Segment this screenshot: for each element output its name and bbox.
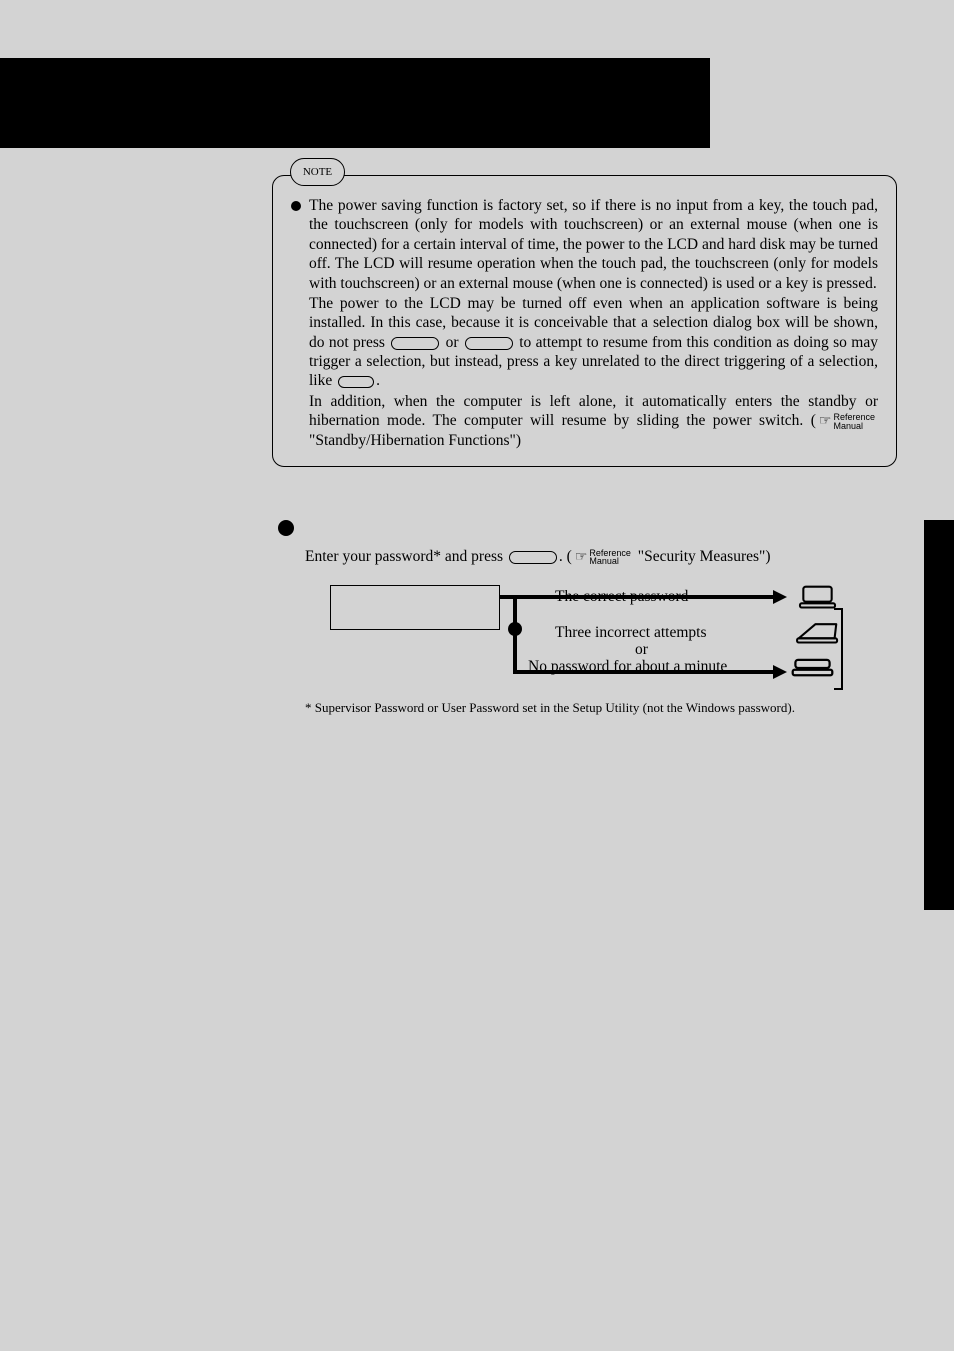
note-p1: The power saving function is factory set… xyxy=(309,196,878,293)
flow-line xyxy=(500,595,775,599)
side-tab xyxy=(924,520,954,910)
connector-line xyxy=(834,688,842,690)
arrow-icon xyxy=(773,590,787,604)
incorrect-attempts-label: Three incorrect attempts xyxy=(555,624,706,642)
flow-line xyxy=(513,670,775,674)
space-key-icon xyxy=(465,337,513,350)
or-label: or xyxy=(635,641,648,659)
password-input-box xyxy=(330,585,500,630)
reference-icon: ☞ReferenceManual xyxy=(819,413,875,431)
laptop-closing-icon xyxy=(790,620,845,645)
reference-icon: ☞ReferenceManual xyxy=(575,549,631,566)
note-p2: The power to the LCD may be turned off e… xyxy=(309,294,878,391)
note-content: The power saving function is factory set… xyxy=(291,196,878,451)
hand-point-icon: ☞ xyxy=(819,413,832,431)
section-bullet-icon xyxy=(278,520,294,536)
enter-key-icon xyxy=(509,551,557,564)
connector-line xyxy=(841,608,843,690)
header-bar xyxy=(0,58,710,148)
note-p3: In addition, when the computer is left a… xyxy=(309,392,878,450)
enter-key-icon xyxy=(391,337,439,350)
note-label: NOTE xyxy=(290,158,345,186)
laptop-open-icon xyxy=(795,585,840,610)
password-footnote: * Supervisor Password or User Password s… xyxy=(305,700,795,716)
note-label-text: NOTE xyxy=(303,166,332,178)
hand-point-icon: ☞ xyxy=(575,549,588,566)
password-flow-diagram: The correct password Three incorrect att… xyxy=(305,580,865,690)
ctrl-key-icon xyxy=(338,376,374,388)
connector-line xyxy=(834,608,842,610)
laptop-closed-icon xyxy=(790,658,835,678)
password-intro: Enter your password* and press . (☞Refer… xyxy=(305,548,771,566)
bullet-icon xyxy=(291,201,301,211)
flow-line xyxy=(513,598,517,674)
note-text: The power saving function is factory set… xyxy=(309,196,878,451)
note-box: The power saving function is factory set… xyxy=(272,175,897,467)
arrow-icon xyxy=(773,665,787,679)
